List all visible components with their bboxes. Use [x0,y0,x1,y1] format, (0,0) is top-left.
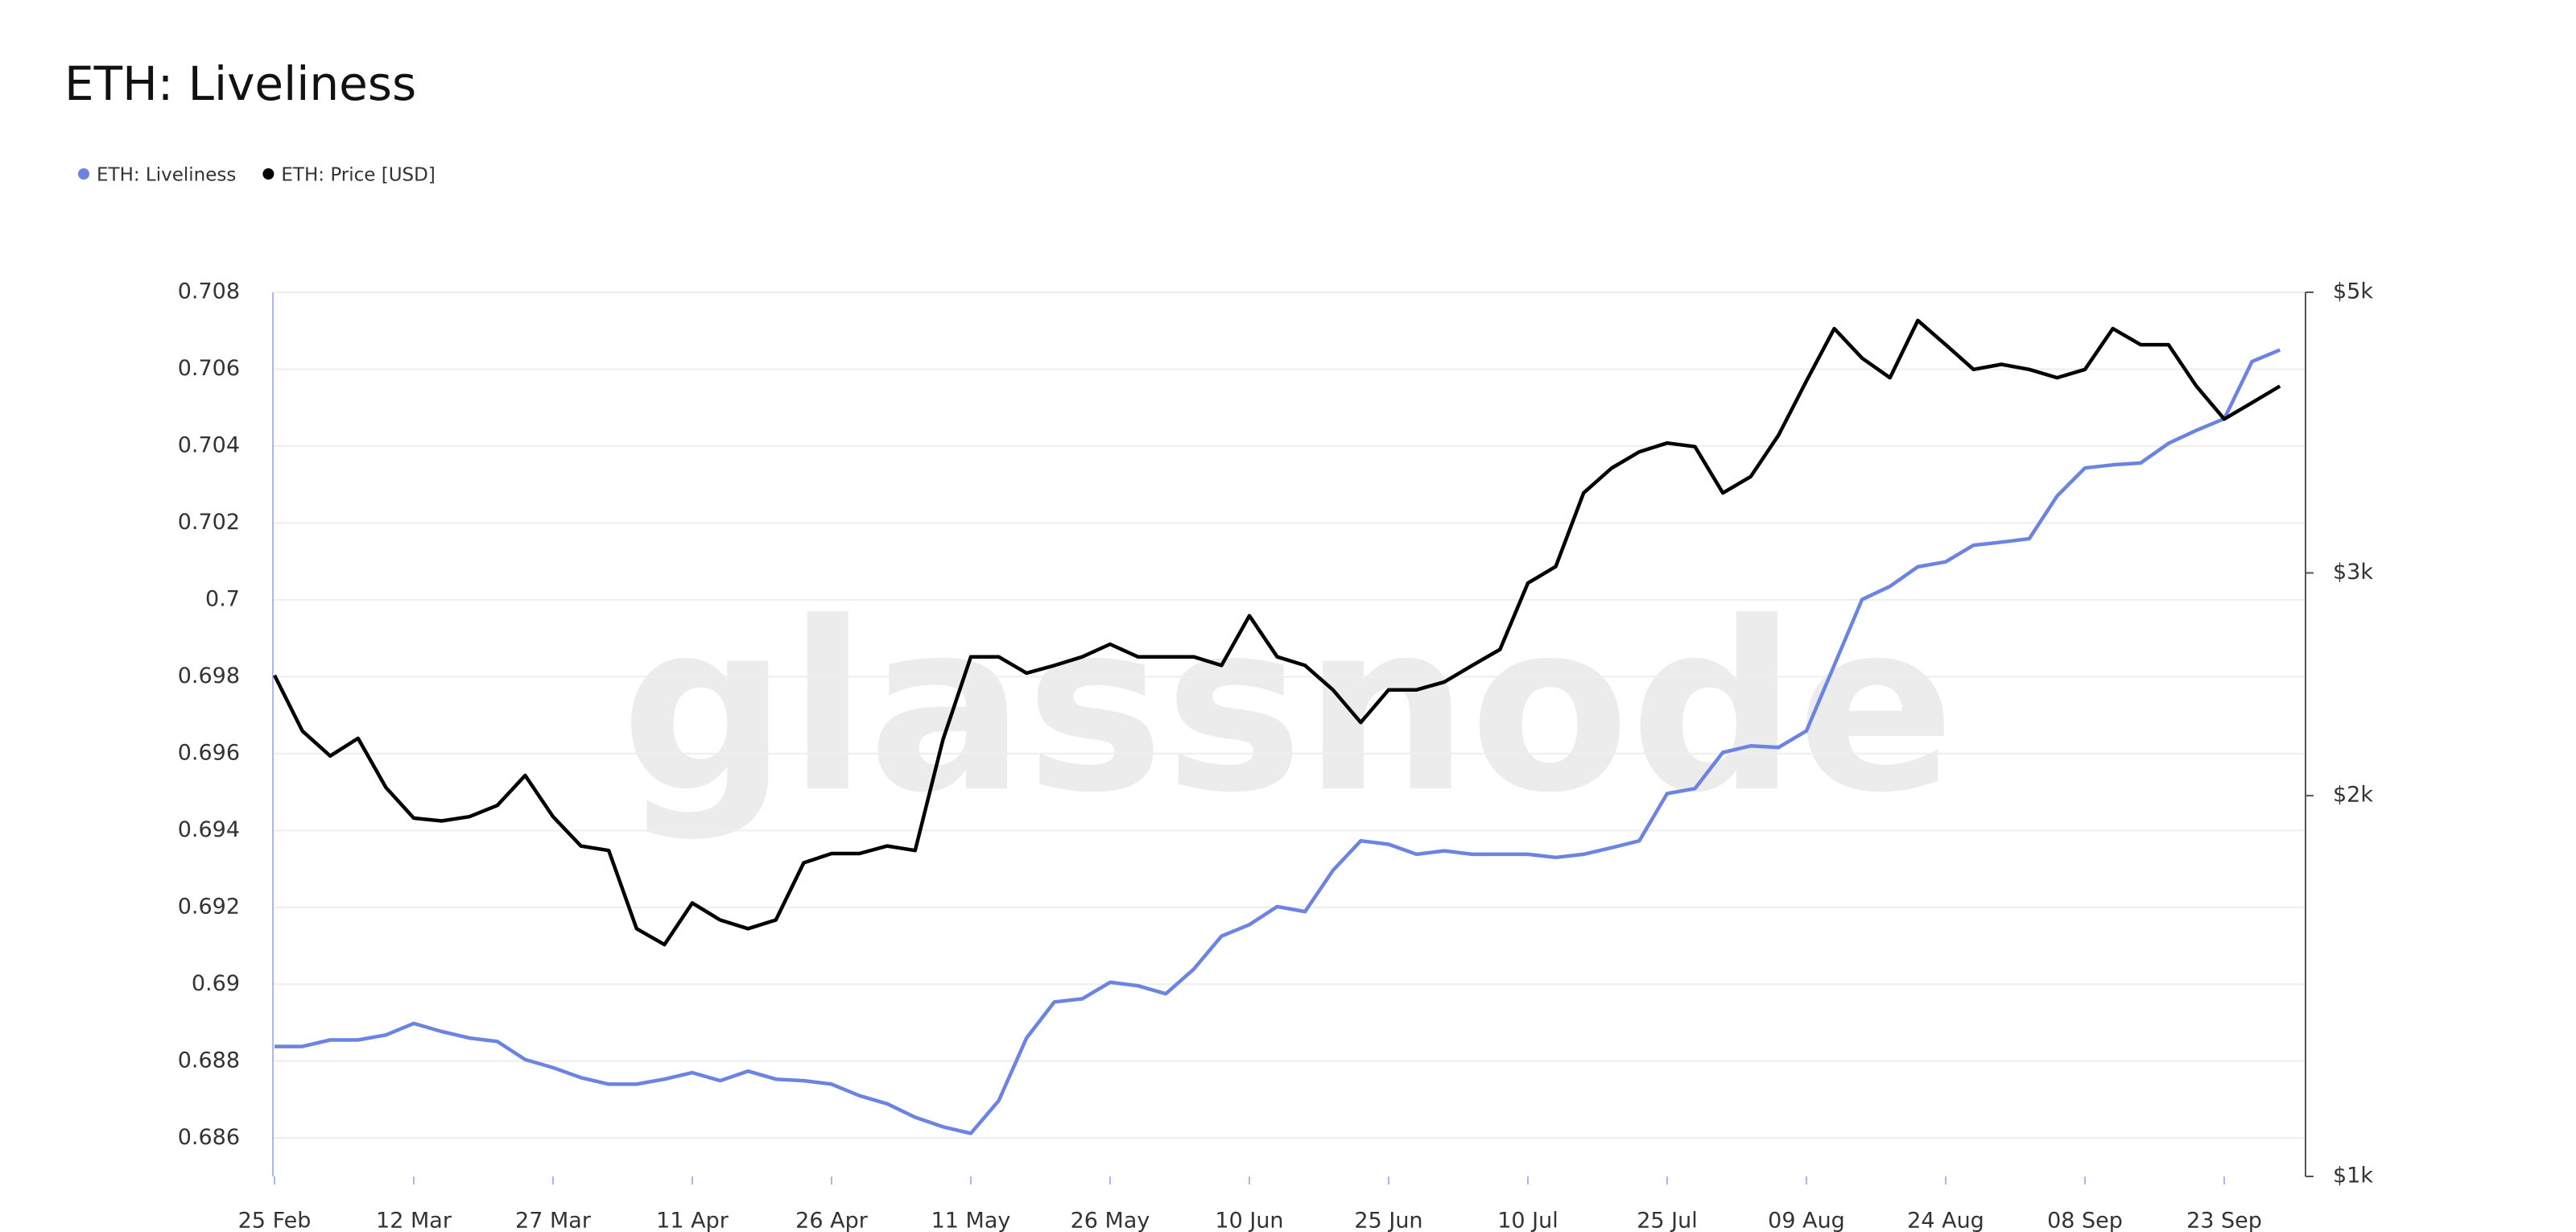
x-tick-label: 25 Feb [238,1209,312,1232]
legend-marker [262,168,275,180]
y-tick-label: 0.708 [178,279,240,304]
y-tick-label: 0.692 [178,894,240,919]
x-tick-label: 08 Sep [2047,1209,2123,1232]
series-line [272,318,2281,947]
legend: ETH: Liveliness ETH: Price [USD] [78,165,436,186]
x-tick-label: 26 Apr [795,1209,869,1232]
series-line [275,348,2281,1135]
x-tick-label: 10 Jul [1497,1209,1558,1232]
x-tick-label: 25 Jun [1354,1209,1422,1232]
x-tick-label: 09 Aug [1768,1209,1845,1232]
x-tick-label: 11 May [931,1209,1011,1232]
x-tick-label: 23 Sep [2186,1209,2262,1232]
x-tick-label: 12 Mar [376,1209,452,1232]
y-tick-label: 0.688 [178,1048,240,1073]
y-tick-label: 0.702 [178,510,240,535]
legend-label: ETH: Liveliness [97,165,236,186]
x-tick-label: 25 Jul [1637,1209,1698,1232]
y2-tick-label: $2k [2333,783,2373,808]
y-tick-label: 0.694 [178,817,240,842]
watermark: glassnode [621,573,1955,844]
y2-tick-label: $5k [2333,279,2373,304]
x-tick-label: 24 Aug [1907,1209,1984,1232]
x-tick-label: 26 May [1071,1209,1150,1232]
y-tick-label: 0.706 [178,356,240,381]
y2-tick-label: $1k [2333,1164,2373,1189]
y2-tick-label: $3k [2333,560,2373,585]
x-tick-label: 10 Jun [1215,1209,1283,1232]
legend-label: ETH: Price [USD] [281,165,435,186]
grid [273,291,2306,1139]
y-tick-label: 0.686 [178,1125,240,1150]
legend-marker [78,168,89,180]
y-tick-label: 0.69 [192,971,240,996]
chart-title: ETH: Liveliness [64,56,416,111]
y-tick-label: 0.696 [178,740,240,765]
y-tick-label: 0.7 [205,586,240,611]
y-tick-label: 0.698 [178,664,240,688]
x-tick-label: 27 Mar [515,1209,592,1232]
y-tick-label: 0.704 [178,432,240,457]
x-tick-label: 11 Apr [656,1209,729,1232]
